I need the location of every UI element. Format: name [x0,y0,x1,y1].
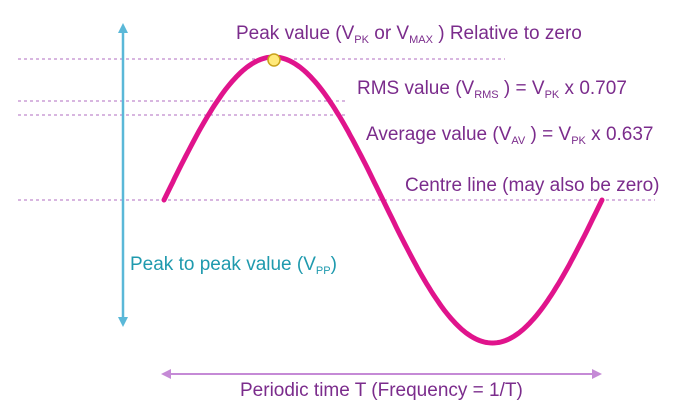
peak-to-peak-label: Peak to peak value (VPP) [130,254,337,277]
average-value-label: Average value (VAV ) = VPK x 0.637 [366,124,654,147]
periodic-time-label: Periodic time T (Frequency = 1/T) [240,380,523,401]
peak-marker-dot [267,53,281,67]
rms-value-label: RMS value (VRMS ) = VPK x 0.707 [357,78,627,101]
sine-wave [161,54,605,346]
peak-value-label: Peak value (VPK or VMAX ) Relative to ze… [236,23,582,46]
centre-line-label: Centre line (may also be zero) [405,175,660,196]
